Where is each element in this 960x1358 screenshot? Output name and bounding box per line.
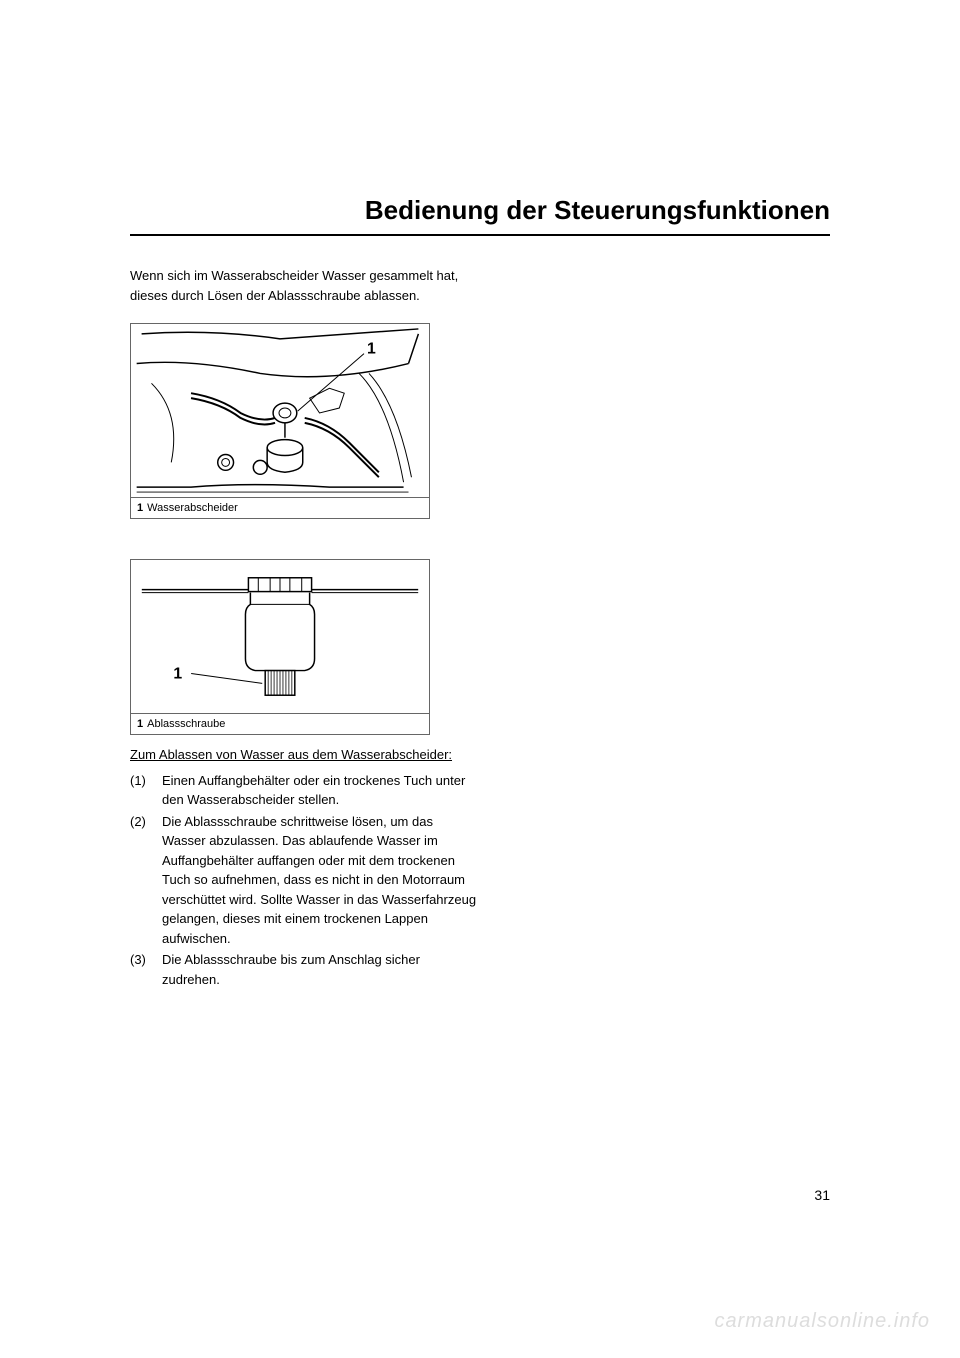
- watermark: carmanualsonline.info: [714, 1310, 930, 1333]
- step-3: (3) Die Ablassschraube bis zum Anschlag …: [130, 950, 480, 989]
- figure1-caption: 1 Wasserabscheider: [130, 498, 430, 519]
- callout-2: 1: [173, 665, 182, 682]
- procedure-heading: Zum Ablassen von Wasser aus dem Wasserab…: [130, 745, 480, 765]
- page-title: Bedienung der Steuerungsfunktionen: [130, 195, 830, 226]
- callout-1: 1: [367, 341, 376, 358]
- page-container: Bedienung der Steuerungsfunktionen Wenn …: [0, 0, 960, 1358]
- step-3-text: Die Ablassschraube bis zum Anschlag sich…: [162, 950, 480, 989]
- figure2-caption-label: Ablassschraube: [147, 718, 225, 730]
- step-2-text: Die Ablassschraube schrittweise lösen, u…: [162, 812, 480, 949]
- step-1-num: (1): [130, 771, 162, 810]
- page-number: 31: [814, 1187, 830, 1203]
- step-2: (2) Die Ablassschraube schrittweise löse…: [130, 812, 480, 949]
- figure1-caption-num: 1: [137, 502, 143, 514]
- figure1-caption-label: Wasserabscheider: [147, 502, 238, 514]
- content-column: Wenn sich im Wasserabscheider Wasser ges…: [130, 266, 480, 989]
- figure-spacer: [130, 529, 480, 559]
- step-1: (1) Einen Auffangbehälter oder ein trock…: [130, 771, 480, 810]
- figure-drain-screw: 1 1 Ablassschraube: [130, 559, 480, 735]
- procedure-steps: (1) Einen Auffangbehälter oder ein trock…: [130, 771, 480, 990]
- figure-water-separator: 1 1 Wasserabscheider: [130, 323, 480, 519]
- drain-screw-diagram: 1: [130, 559, 430, 714]
- intro-paragraph: Wenn sich im Wasserabscheider Wasser ges…: [130, 266, 480, 305]
- step-1-text: Einen Auffangbehälter oder ein trockenes…: [162, 771, 480, 810]
- header-section: Bedienung der Steuerungsfunktionen: [130, 195, 830, 236]
- step-3-num: (3): [130, 950, 162, 989]
- figure2-caption: 1 Ablassschraube: [130, 714, 430, 735]
- water-separator-diagram: 1: [130, 323, 430, 498]
- step-2-num: (2): [130, 812, 162, 949]
- figure2-caption-num: 1: [137, 718, 143, 730]
